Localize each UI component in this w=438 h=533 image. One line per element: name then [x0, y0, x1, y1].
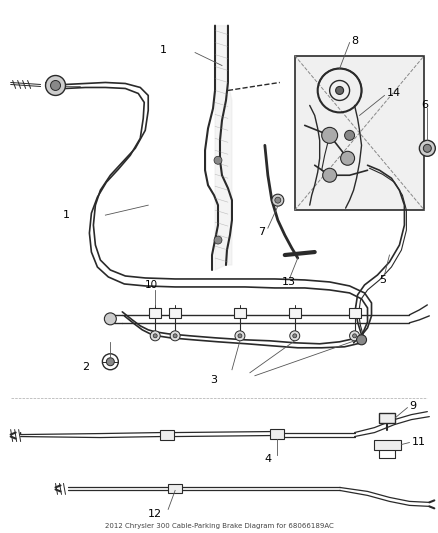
Circle shape	[357, 335, 367, 345]
Circle shape	[341, 151, 355, 165]
Polygon shape	[215, 26, 232, 270]
Text: 1: 1	[63, 210, 70, 220]
Circle shape	[424, 144, 431, 152]
FancyBboxPatch shape	[289, 308, 301, 318]
Text: 8: 8	[352, 36, 359, 46]
Circle shape	[336, 86, 343, 94]
Circle shape	[214, 156, 222, 164]
FancyBboxPatch shape	[349, 308, 360, 318]
Circle shape	[106, 358, 114, 366]
Circle shape	[104, 313, 117, 325]
FancyBboxPatch shape	[234, 308, 246, 318]
FancyBboxPatch shape	[270, 429, 284, 439]
Text: 2: 2	[82, 362, 89, 372]
Text: 1: 1	[160, 45, 167, 54]
Circle shape	[173, 334, 177, 338]
Circle shape	[170, 331, 180, 341]
Circle shape	[50, 80, 60, 91]
Circle shape	[235, 331, 245, 341]
FancyBboxPatch shape	[295, 55, 424, 210]
Text: 4: 4	[265, 455, 272, 464]
FancyBboxPatch shape	[379, 413, 396, 423]
Circle shape	[290, 331, 300, 341]
Circle shape	[46, 76, 66, 95]
Circle shape	[238, 334, 242, 338]
FancyBboxPatch shape	[374, 440, 401, 449]
Circle shape	[345, 131, 355, 140]
FancyBboxPatch shape	[168, 484, 182, 494]
Text: 6: 6	[421, 100, 428, 110]
Text: 2012 Chrysler 300 Cable-Parking Brake Diagram for 68066189AC: 2012 Chrysler 300 Cable-Parking Brake Di…	[105, 523, 333, 529]
Text: 9: 9	[410, 401, 417, 410]
Circle shape	[321, 127, 338, 143]
Circle shape	[353, 334, 357, 338]
Circle shape	[275, 197, 281, 203]
Circle shape	[419, 140, 435, 156]
Circle shape	[153, 334, 157, 338]
FancyBboxPatch shape	[169, 308, 181, 318]
Circle shape	[272, 194, 284, 206]
Circle shape	[323, 168, 337, 182]
FancyBboxPatch shape	[149, 308, 161, 318]
Circle shape	[350, 331, 360, 341]
FancyBboxPatch shape	[160, 430, 174, 440]
Text: 12: 12	[148, 510, 162, 519]
Text: 11: 11	[411, 437, 425, 447]
Text: 10: 10	[145, 280, 159, 290]
Text: 7: 7	[258, 227, 265, 237]
Circle shape	[214, 236, 222, 244]
Text: 5: 5	[379, 275, 386, 285]
Circle shape	[150, 331, 160, 341]
Circle shape	[293, 334, 297, 338]
Text: 14: 14	[386, 88, 401, 99]
Text: 3: 3	[210, 375, 217, 385]
Text: 13: 13	[282, 277, 296, 287]
